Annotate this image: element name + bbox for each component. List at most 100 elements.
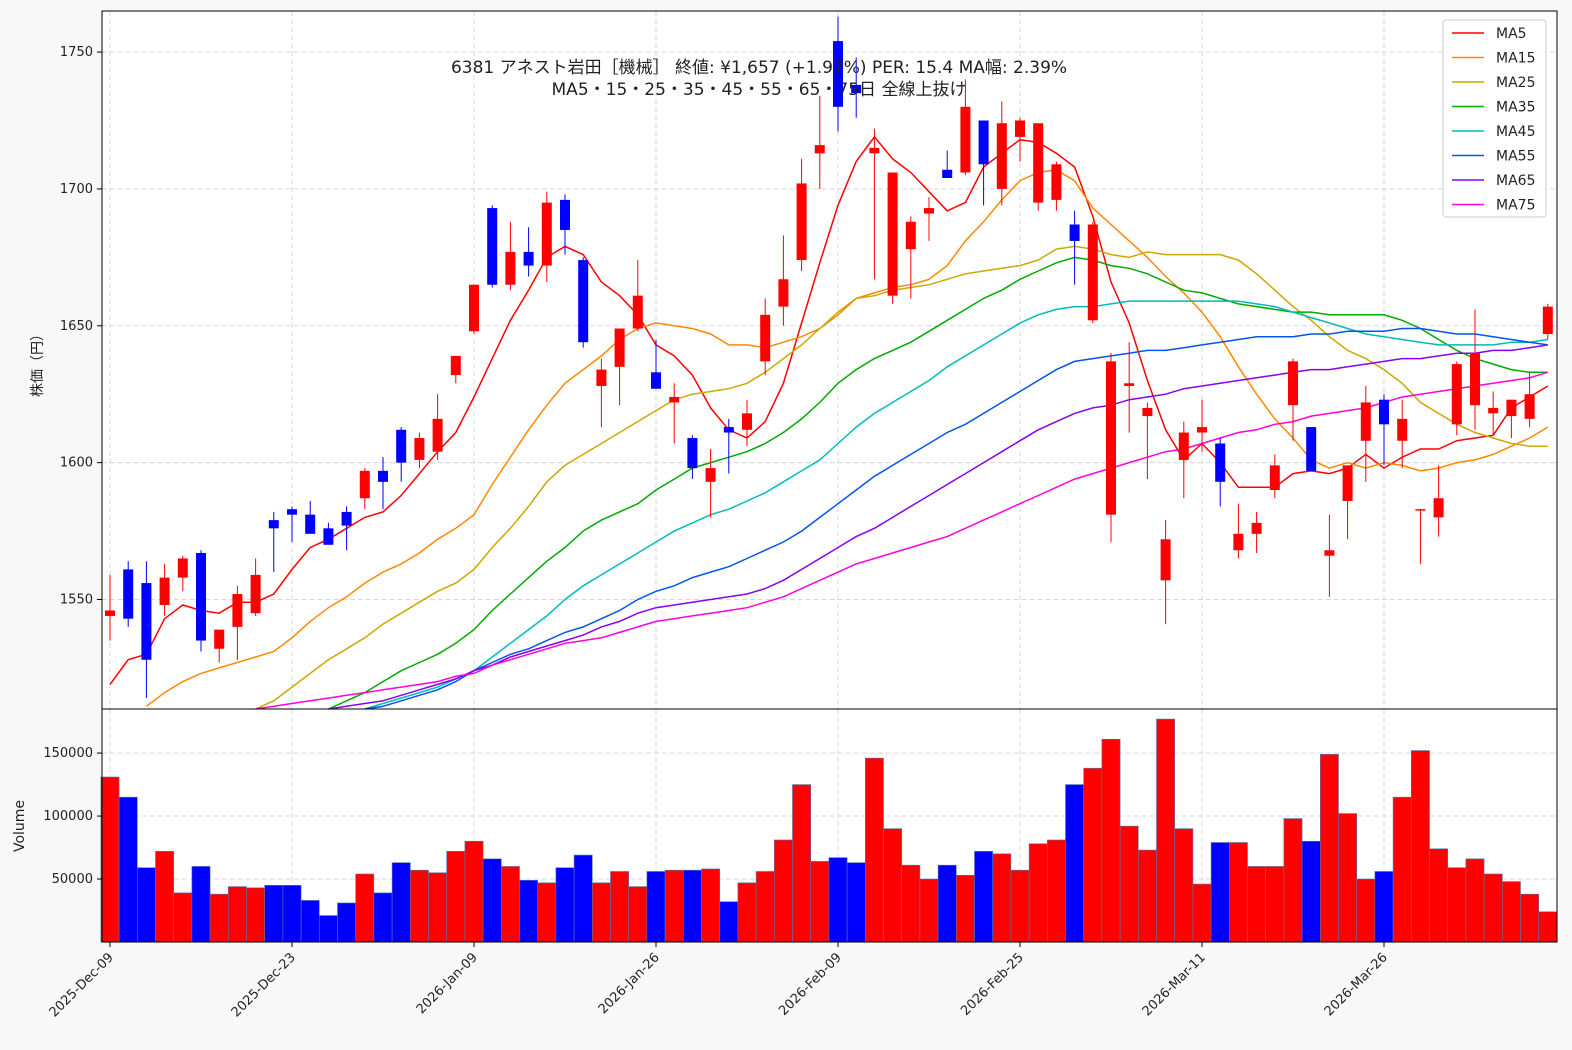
volume-bar — [1338, 813, 1358, 943]
volume-bar — [1502, 881, 1521, 943]
candle-body — [1470, 353, 1480, 406]
volume-bar — [409, 869, 429, 943]
volume-bar — [1411, 750, 1430, 943]
volume-bar — [1210, 842, 1230, 943]
candle-body — [1269, 465, 1280, 491]
candle-body — [760, 314, 771, 362]
price-y-axis-label: 株価（円） — [30, 327, 46, 397]
volume-bar — [682, 869, 702, 943]
volume-bar — [173, 892, 193, 943]
candle-body — [1160, 539, 1171, 581]
candle-body — [487, 208, 498, 285]
volume-bar — [1320, 754, 1339, 943]
ma-line-ma65 — [328, 344, 1548, 709]
volume-bar — [337, 902, 357, 943]
volume-bar — [828, 857, 848, 943]
volume-bar — [591, 882, 611, 943]
candle-body — [341, 511, 352, 526]
candle-body — [541, 202, 552, 266]
volume-bar — [628, 886, 648, 943]
candle-body — [723, 427, 734, 433]
candle-body — [1178, 432, 1189, 460]
candle-body — [1197, 427, 1207, 433]
volume-bar — [137, 867, 156, 943]
volume-bar — [664, 869, 684, 943]
volume-plot-frame — [101, 708, 1558, 943]
candle-body — [214, 629, 225, 649]
ma-line-ma5 — [109, 135, 1549, 685]
candle-body — [742, 413, 752, 430]
candle-body — [523, 251, 534, 266]
ma-line-ma45 — [364, 300, 1548, 709]
price-y-tick-label: 1700 — [60, 182, 93, 197]
volume-bar — [864, 757, 884, 943]
candle-body — [669, 396, 680, 403]
candlesticks — [105, 16, 1553, 699]
legend-label-ma35: MA35 — [1496, 100, 1535, 116]
volume-y-tick-label: 100000 — [43, 809, 93, 824]
volume-bar — [610, 871, 630, 943]
volume-bar — [1374, 871, 1394, 943]
volume-bar — [1065, 784, 1085, 943]
candle-body — [469, 284, 479, 332]
ma-line-ma25 — [255, 245, 1548, 709]
candle-body — [1415, 509, 1426, 511]
legend-box — [1442, 19, 1547, 218]
volume-bar — [191, 866, 211, 943]
candle-body — [687, 438, 698, 469]
volume-bar — [1392, 796, 1412, 943]
volume-bar — [519, 879, 539, 943]
volume-bar — [955, 874, 975, 943]
volume-bar — [373, 892, 393, 943]
candle-body — [796, 183, 807, 261]
volume-bar — [1465, 858, 1485, 943]
price-y-ticks: 1550 1600 1650 1700 1750 — [60, 45, 102, 608]
candle-body — [1015, 120, 1025, 137]
candle-body — [196, 552, 206, 641]
price-y-tick-label: 1650 — [60, 319, 93, 334]
volume-bar — [228, 886, 247, 943]
candle-body — [1142, 407, 1153, 417]
volume-bar — [1047, 839, 1066, 943]
volume-bar — [391, 862, 411, 943]
volume-bar — [1028, 843, 1048, 943]
volume-bar — [264, 885, 284, 943]
volume-bar — [1247, 866, 1267, 943]
price-y-tick-label: 1550 — [60, 593, 93, 608]
candle-body — [105, 610, 115, 616]
legend-label-ma55: MA55 — [1496, 149, 1535, 165]
candle-body — [1379, 399, 1389, 425]
candle-body — [250, 574, 261, 614]
legend-label-ma25: MA25 — [1496, 75, 1535, 91]
volume-bar — [482, 858, 502, 943]
volume-bar — [1010, 869, 1030, 943]
price-panel: 1550 1600 1650 1700 1750 6381 アネスト岩田［機械］ 終値:… — [30, 10, 1558, 710]
volume-bars — [100, 718, 1558, 943]
volume-bar — [1174, 828, 1194, 943]
volume-bar — [919, 878, 939, 943]
candle-body — [1306, 427, 1317, 471]
candle-body — [268, 520, 279, 529]
volume-y-axis-label: Volume — [12, 800, 28, 852]
candle-body — [814, 145, 825, 154]
volume-bar — [1447, 867, 1467, 943]
volume-bar — [1229, 842, 1248, 943]
volume-y-tick-label: 150000 — [43, 746, 93, 761]
volume-bar — [1520, 893, 1540, 943]
volume-bar — [737, 882, 757, 943]
candle-body — [1106, 361, 1116, 515]
candle-body — [942, 169, 953, 178]
volume-bar — [118, 796, 138, 943]
volume-bar — [1083, 767, 1103, 943]
candle-body — [978, 120, 989, 165]
candle-body — [924, 208, 934, 214]
volume-bar — [1356, 878, 1376, 943]
volume-bar — [974, 851, 994, 943]
legend-label-ma15: MA15 — [1496, 51, 1535, 67]
candle-body — [396, 429, 407, 463]
volume-bar — [1538, 911, 1558, 943]
candle-body — [1215, 443, 1226, 482]
volume-bar — [810, 861, 830, 943]
candle-body — [1233, 533, 1244, 551]
volume-bar — [1301, 840, 1321, 943]
